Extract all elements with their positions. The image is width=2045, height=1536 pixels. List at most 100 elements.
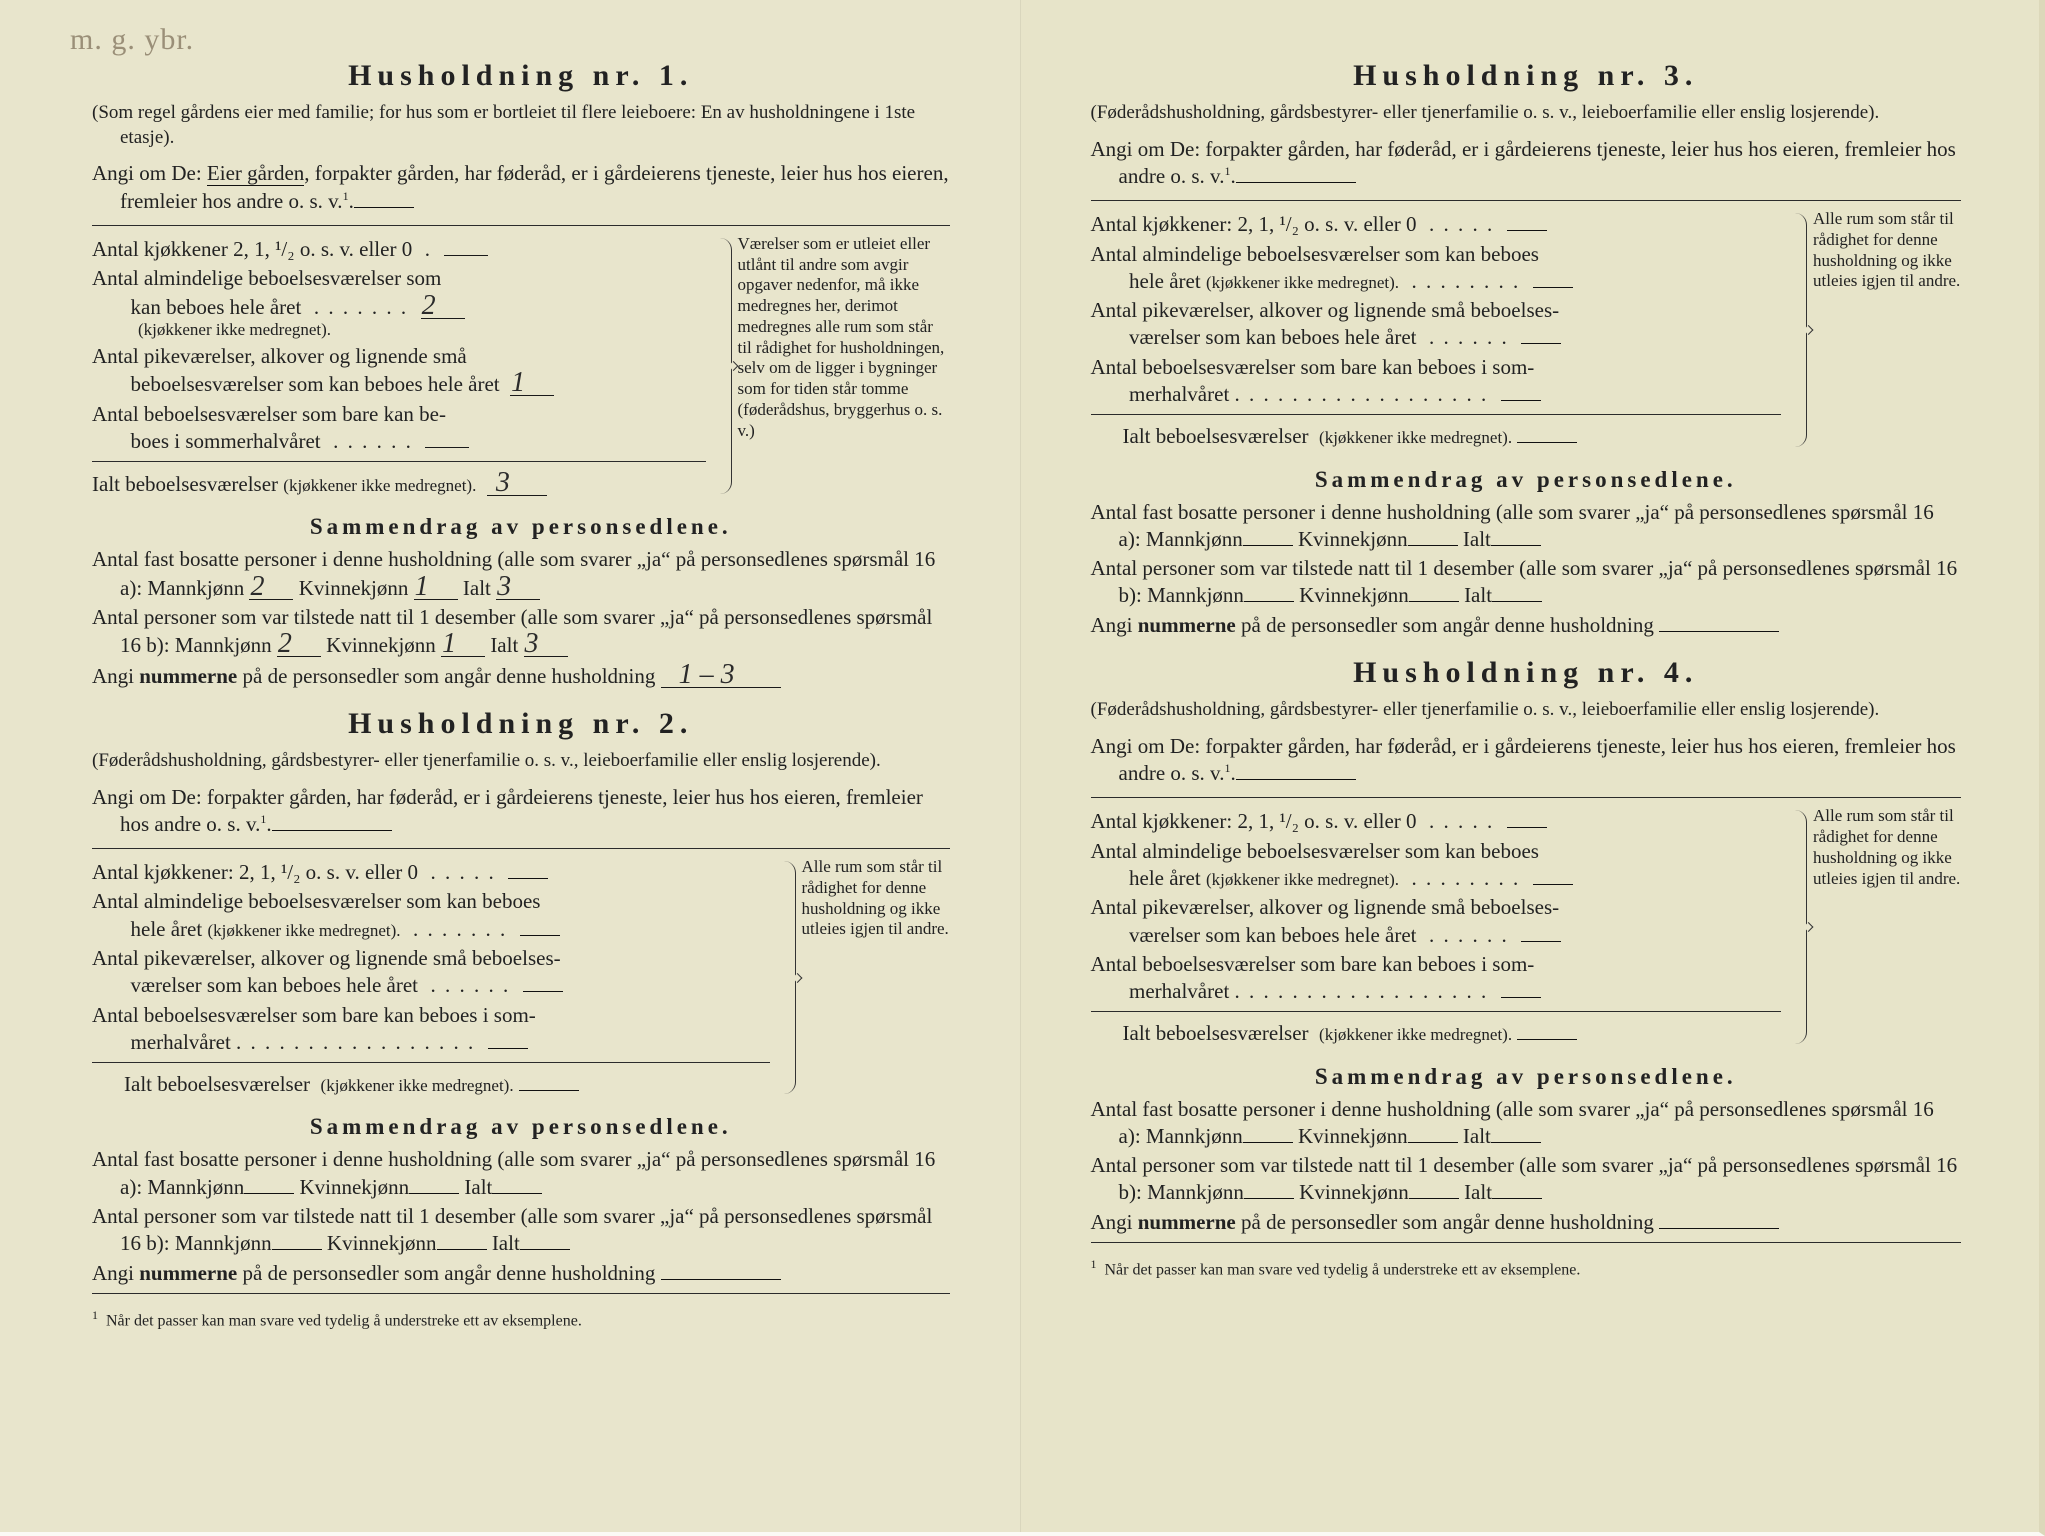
- angi-owner-underlined: Eier gården: [207, 161, 304, 186]
- h4-maid-value[interactable]: [1521, 941, 1561, 942]
- h1-tb-k[interactable]: 1: [441, 631, 485, 657]
- rule: [92, 225, 950, 226]
- h1-kitchens-value[interactable]: [444, 255, 488, 256]
- page-left: m. g. ybr. Husholdning nr. 1. (Som regel…: [0, 0, 1020, 1532]
- h3-total-value[interactable]: [1517, 442, 1577, 443]
- ordinary-label-b: kan beboes hele året: [131, 295, 302, 319]
- h3-fa-m[interactable]: [1243, 545, 1293, 546]
- maid-label-b: værelser som kan beboes hele året: [131, 973, 418, 997]
- h3-kitchens-line: Antal kjøkkener: 2, 1, ¹/₂ o. s. v. elle…: [1091, 211, 1782, 238]
- ordinary-subnote: (kjøkkener ikke medregnet).: [207, 921, 400, 940]
- h2-nummerne: Angi nummerne på de personsedler som ang…: [92, 1260, 950, 1294]
- h1-fa-k[interactable]: 1: [414, 574, 458, 600]
- rule: [1091, 200, 1962, 201]
- h4-nums[interactable]: [1659, 1228, 1779, 1229]
- h2-fa-k[interactable]: [409, 1193, 459, 1194]
- dots: . . . . . . . . . . . . . . . . . .: [1235, 979, 1496, 1003]
- ialt-label: Ialt: [490, 633, 518, 657]
- h2-summer-value[interactable]: [488, 1048, 528, 1049]
- mann-label: Mannkjønn: [1147, 1180, 1244, 1204]
- h4-fa-k[interactable]: [1408, 1142, 1458, 1143]
- h4-total-line: Ialt beboelsesværelser (kjøkkener ikke m…: [1091, 1020, 1782, 1047]
- household-3-lead: (Føderådshusholdning, gårdsbestyrer- ell…: [1091, 101, 1962, 126]
- kvinne-label: Kvinnekjønn: [1298, 527, 1408, 551]
- dots: . . . . . . . . . . . . . . . . .: [236, 1030, 483, 1054]
- h3-total-line: Ialt beboelsesværelser (kjøkkener ikke m…: [1091, 423, 1782, 450]
- ordinary-label-a: Antal almindelige beboelsesværelser som …: [1091, 242, 1539, 266]
- h4-summer-value[interactable]: [1501, 997, 1541, 998]
- h3-fa-t[interactable]: [1491, 545, 1541, 546]
- h2-ordinary-line: Antal almindelige beboelsesværelser som …: [92, 888, 770, 943]
- h2-kitchens-line: Antal kjøkkener: 2, 1, ¹/₂ o. s. v. elle…: [92, 859, 770, 886]
- angi-fill[interactable]: [354, 189, 414, 208]
- angi-fill[interactable]: [272, 812, 392, 831]
- h4-tb-m[interactable]: [1244, 1198, 1294, 1199]
- num-bold: nummerne: [1138, 1210, 1236, 1234]
- curly-brace-icon: [770, 857, 796, 1098]
- ordinary-label-a: Antal almindelige beboelsesværelser som: [92, 266, 441, 290]
- rule: [1091, 1011, 1782, 1012]
- dots: . . . . .: [1422, 212, 1502, 236]
- summer-label-b: merhalvåret: [1129, 382, 1229, 406]
- h2-fa-t[interactable]: [492, 1193, 542, 1194]
- h1-nums[interactable]: 1 – 3: [661, 662, 781, 688]
- h3-kitchens-value[interactable]: [1507, 230, 1547, 231]
- h1-summer-value[interactable]: [425, 447, 469, 448]
- h4-tb-t[interactable]: [1492, 1198, 1542, 1199]
- h3-fa-k[interactable]: [1408, 545, 1458, 546]
- h2-fields: Antal kjøkkener: 2, 1, ¹/₂ o. s. v. elle…: [92, 857, 770, 1098]
- h2-total-value[interactable]: [519, 1090, 579, 1091]
- h4-total-value[interactable]: [1517, 1039, 1577, 1040]
- h4-fa-t[interactable]: [1491, 1142, 1541, 1143]
- h2-side-note: Alle rum som står til rådighet for denne…: [796, 857, 950, 1098]
- h4-tb-k[interactable]: [1409, 1198, 1459, 1199]
- h2-nums[interactable]: [661, 1279, 781, 1280]
- h1-ordinary-value[interactable]: 2: [421, 293, 465, 319]
- h2-tb-m[interactable]: [272, 1249, 322, 1250]
- maid-label-b: beboelsesværelser som kan beboes hele år…: [131, 372, 500, 396]
- footnote-left: 1 Når det passer kan man svare ved tydel…: [92, 1304, 950, 1332]
- h4-ordinary-value[interactable]: [1533, 884, 1573, 885]
- h1-tb-m[interactable]: 2: [277, 631, 321, 657]
- ialt-label: Ialt: [1464, 1180, 1492, 1204]
- summer-label-a: Antal beboelsesværelser som bare kan beb…: [92, 1003, 536, 1027]
- h3-maid-value[interactable]: [1521, 343, 1561, 344]
- h4-kitchens-value[interactable]: [1507, 827, 1547, 828]
- h3-nums[interactable]: [1659, 631, 1779, 632]
- h2-tb-t[interactable]: [520, 1249, 570, 1250]
- h1-total-value[interactable]: 3: [487, 470, 547, 496]
- h4-rooms-block: Antal kjøkkener: 2, 1, ¹/₂ o. s. v. elle…: [1091, 806, 1962, 1047]
- dots: . . . . . .: [1422, 325, 1516, 349]
- h2-fast-bosatte: Antal fast bosatte personer i denne hush…: [92, 1146, 950, 1201]
- maid-label-b: værelser som kan beboes hele året: [1129, 923, 1416, 947]
- h3-summer-value[interactable]: [1501, 400, 1541, 401]
- household-1-angi: Angi om De: Eier gården, forpakter gårde…: [92, 160, 950, 215]
- ordinary-subnote: (kjøkkener ikke medregnet).: [1206, 870, 1399, 889]
- h3-tb-m[interactable]: [1244, 601, 1294, 602]
- angi-fill[interactable]: [1236, 761, 1356, 780]
- h2-tb-k[interactable]: [437, 1249, 487, 1250]
- h3-ordinary-value[interactable]: [1533, 287, 1573, 288]
- h1-fa-t[interactable]: 3: [496, 574, 540, 600]
- h1-side-note: Værelser som er utleiet eller utlånt til…: [732, 234, 950, 498]
- h2-rooms-block: Antal kjøkkener: 2, 1, ¹/₂ o. s. v. elle…: [92, 857, 950, 1098]
- num-rest: på de personsedler som angår denne husho…: [1236, 613, 1654, 637]
- h2-maid-value[interactable]: [523, 991, 563, 992]
- h1-fa-m[interactable]: 2: [249, 574, 293, 600]
- h3-tb-k[interactable]: [1409, 601, 1459, 602]
- h3-tb-t[interactable]: [1492, 601, 1542, 602]
- dots: . . . . . .: [423, 973, 517, 997]
- angi-fill[interactable]: [1236, 164, 1356, 183]
- census-form-spread: m. g. ybr. Husholdning nr. 1. (Som regel…: [0, 0, 2045, 1536]
- page-right: Husholdning nr. 3. (Føderådshusholdning,…: [1020, 0, 2040, 1532]
- h1-maid-value[interactable]: 1: [510, 370, 554, 396]
- h1-tb-t[interactable]: 3: [524, 631, 568, 657]
- ordinary-label-a: Antal almindelige beboelsesværelser som …: [1091, 839, 1539, 863]
- summer-label-b: merhalvåret: [1129, 979, 1229, 1003]
- h4-kitchens-line: Antal kjøkkener: 2, 1, ¹/₂ o. s. v. elle…: [1091, 808, 1782, 835]
- h2-fa-m[interactable]: [244, 1193, 294, 1194]
- h3-ordinary-line: Antal almindelige beboelsesværelser som …: [1091, 241, 1782, 296]
- h2-ordinary-value[interactable]: [520, 935, 560, 936]
- h2-kitchens-value[interactable]: [508, 878, 548, 879]
- h4-fa-m[interactable]: [1243, 1142, 1293, 1143]
